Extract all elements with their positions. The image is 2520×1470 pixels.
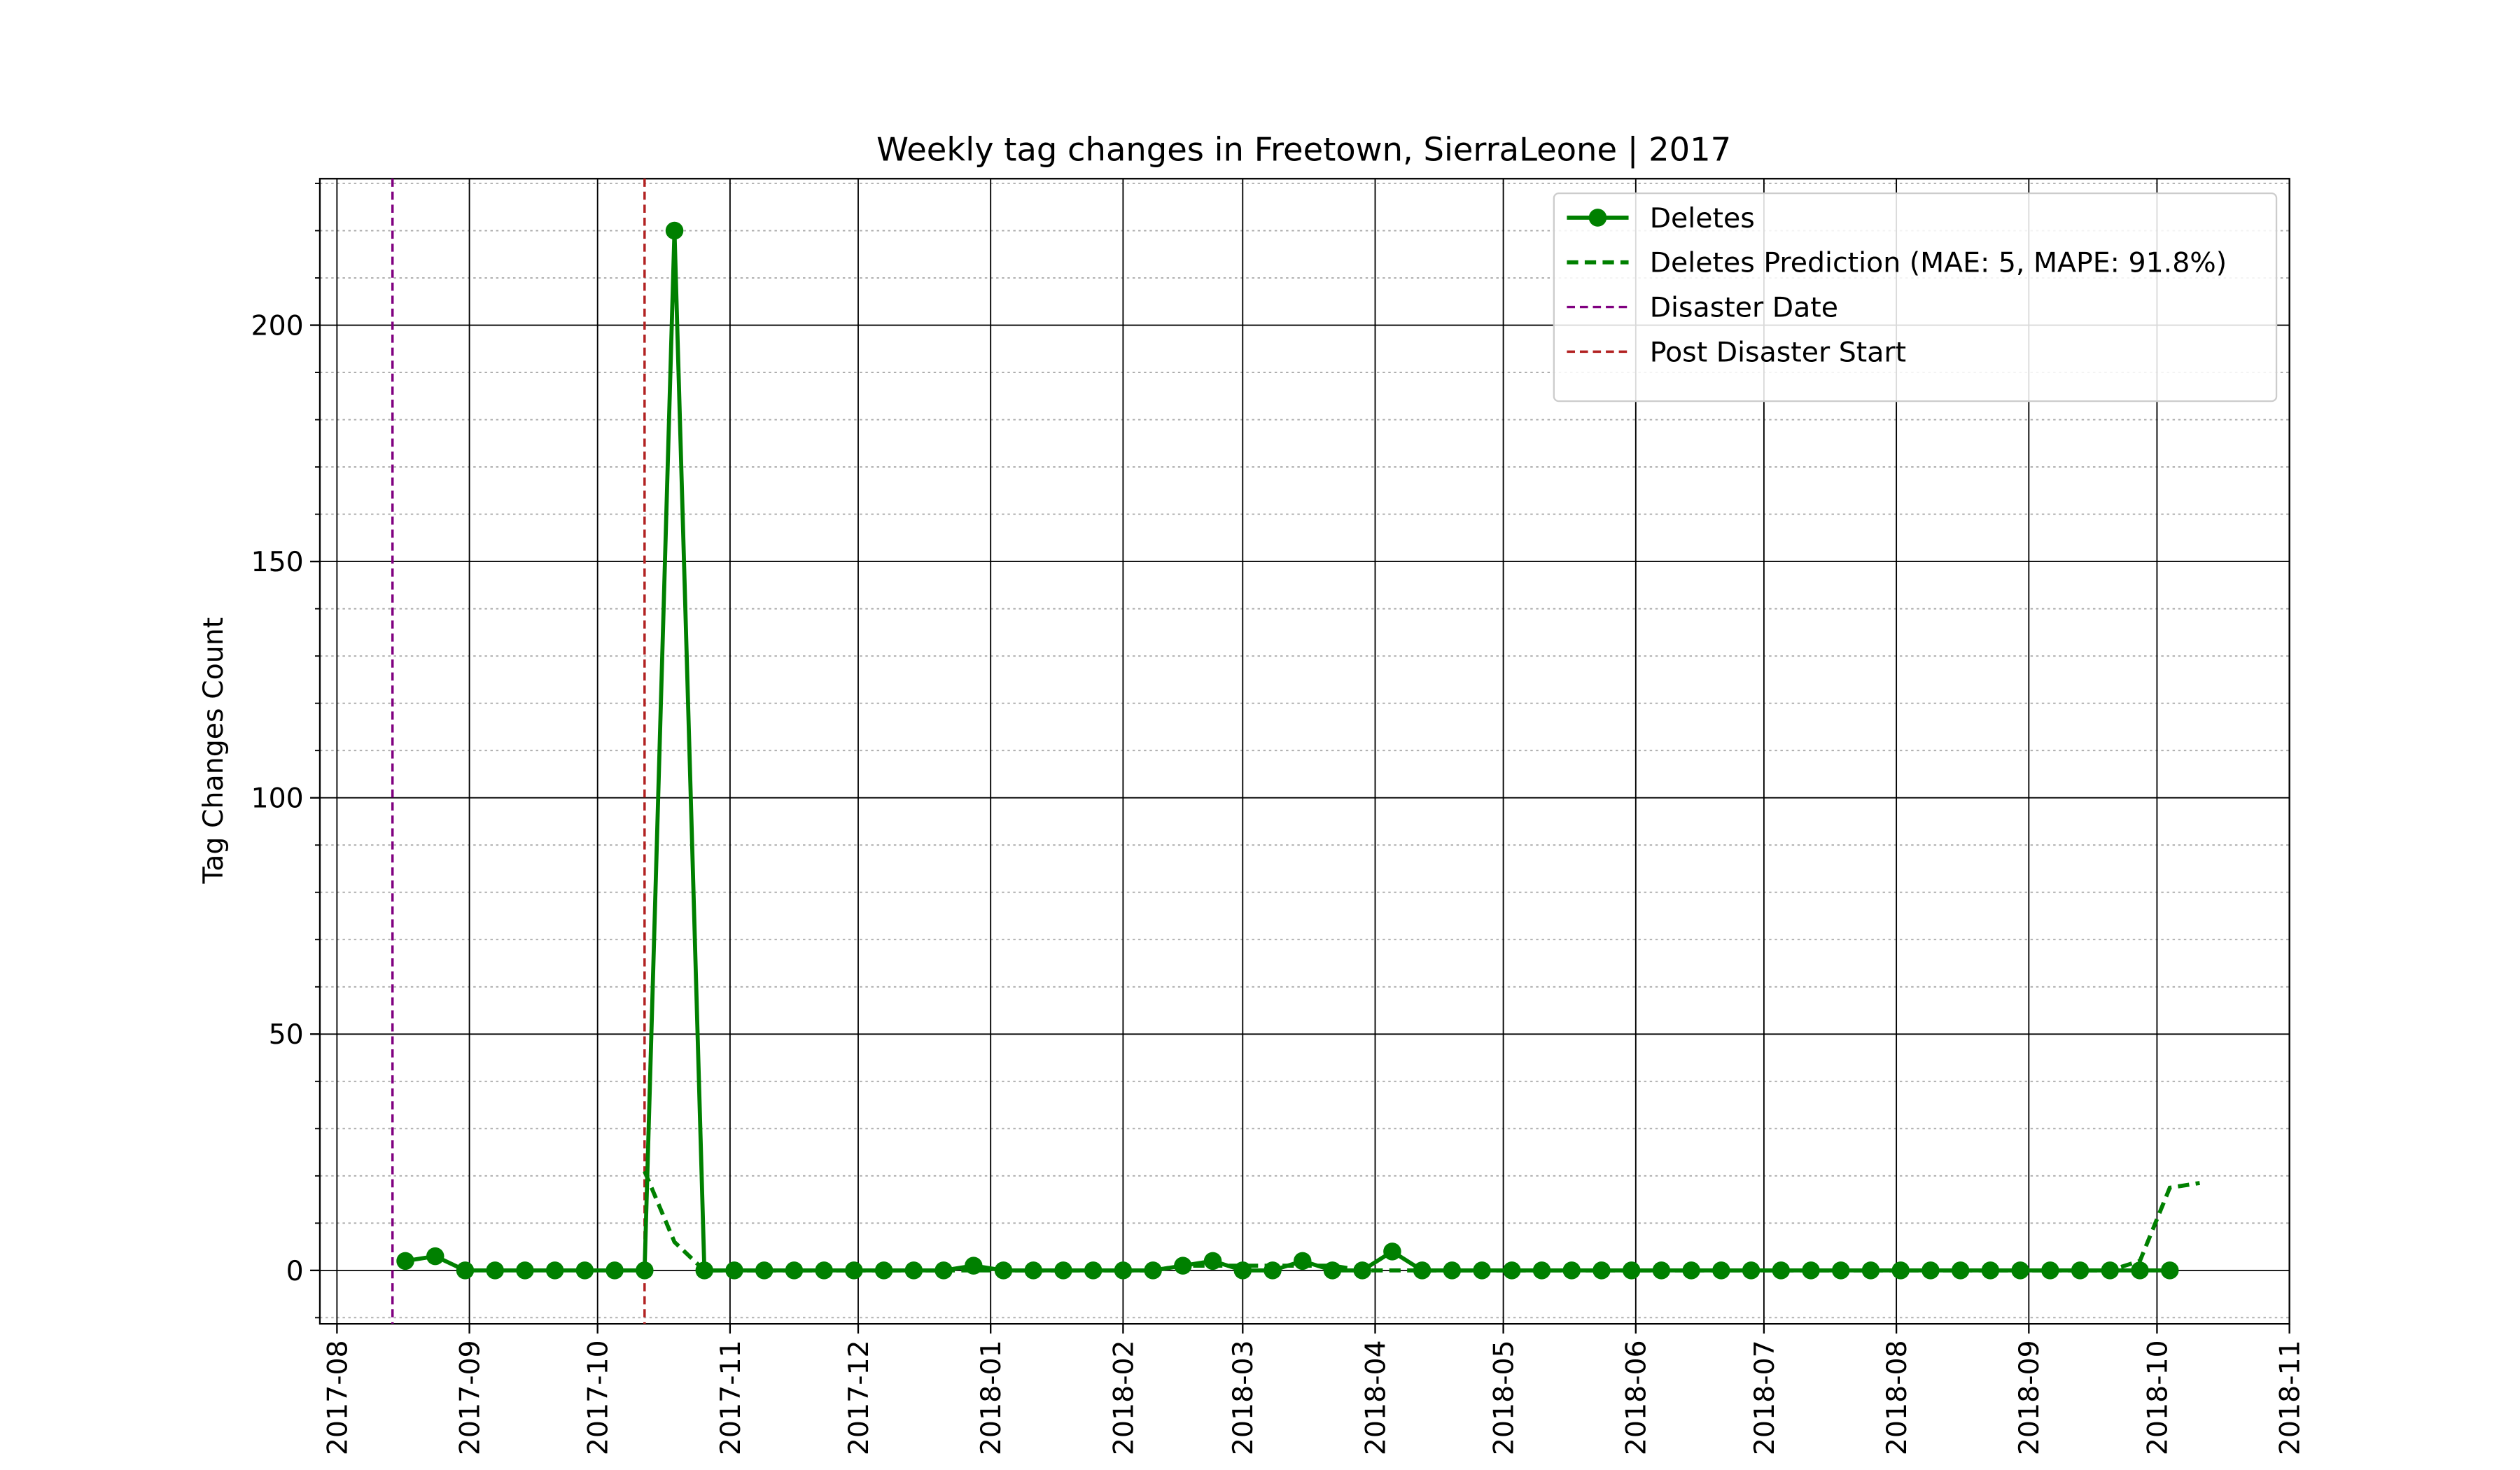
data-point <box>845 1261 863 1280</box>
y-axis-label: Tag Changes Count <box>197 617 230 885</box>
x-tick-label: 2017-08 <box>321 1340 354 1455</box>
data-point <box>1054 1261 1072 1280</box>
data-point <box>575 1261 594 1280</box>
y-tick-label: 0 <box>286 1255 304 1287</box>
x-tick-label: 2018-01 <box>975 1340 1007 1455</box>
data-point <box>1144 1261 1162 1280</box>
legend-label: Post Disaster Start <box>1650 336 1906 368</box>
y-tick-label: 50 <box>269 1018 304 1051</box>
data-point <box>665 221 684 240</box>
data-point <box>1772 1261 1791 1280</box>
x-tick-label: 2018-07 <box>1749 1340 1781 1455</box>
x-tick-label: 2018-02 <box>1107 1340 1140 1455</box>
x-tick-label: 2017-09 <box>454 1340 486 1455</box>
legend-box <box>1553 192 2278 402</box>
x-tick-label: 2018-06 <box>1620 1340 1653 1455</box>
x-tick-label: 2018-10 <box>2141 1340 2174 1455</box>
data-point <box>785 1261 804 1280</box>
data-point <box>2160 1261 2179 1280</box>
x-tick-label: 2018-03 <box>1227 1340 1259 1455</box>
data-point <box>486 1261 504 1280</box>
chart-title: Weekly tag changes in Freetown, SierraLe… <box>876 131 1731 169</box>
data-point <box>755 1261 774 1280</box>
data-point <box>636 1261 654 1280</box>
x-tick-label: 2017-10 <box>582 1340 615 1455</box>
data-point <box>1592 1261 1611 1280</box>
plot-frame <box>318 178 2290 1325</box>
data-point <box>2071 1261 2090 1280</box>
data-point <box>2131 1261 2149 1280</box>
data-point <box>1682 1261 1700 1280</box>
data-point <box>426 1247 444 1266</box>
data-point <box>1981 1261 2000 1280</box>
data-point <box>456 1261 475 1280</box>
x-tick-label: 2018-05 <box>1488 1340 1520 1455</box>
data-point <box>396 1252 414 1270</box>
data-point <box>1413 1261 1432 1280</box>
legend-marker <box>1588 209 1607 227</box>
data-point <box>545 1261 564 1280</box>
x-tick-label: 2017-11 <box>715 1340 747 1455</box>
data-point <box>1951 1261 1970 1280</box>
y-tick-label: 150 <box>251 546 303 578</box>
legend-label: Deletes <box>1650 202 1755 234</box>
data-point <box>516 1261 534 1280</box>
data-point <box>606 1261 624 1280</box>
x-tick-label: 2018-09 <box>2013 1340 2045 1455</box>
data-point <box>1383 1242 1401 1261</box>
legend-label: Deletes Prediction (MAE: 5, MAPE: 91.8%) <box>1650 247 2227 279</box>
x-tick-label: 2018-04 <box>1359 1340 1392 1455</box>
y-tick-label: 100 <box>251 783 303 815</box>
data-point <box>874 1261 893 1280</box>
data-point <box>1503 1261 1521 1280</box>
x-tick-label: 2017-12 <box>843 1340 875 1455</box>
data-point <box>1861 1261 1880 1280</box>
x-tick-label: 2018-08 <box>1881 1340 1913 1455</box>
x-tick-label: 2018-11 <box>2274 1340 2306 1455</box>
legend-label: Disaster Date <box>1650 291 1838 323</box>
y-tick-label: 200 <box>251 309 303 342</box>
